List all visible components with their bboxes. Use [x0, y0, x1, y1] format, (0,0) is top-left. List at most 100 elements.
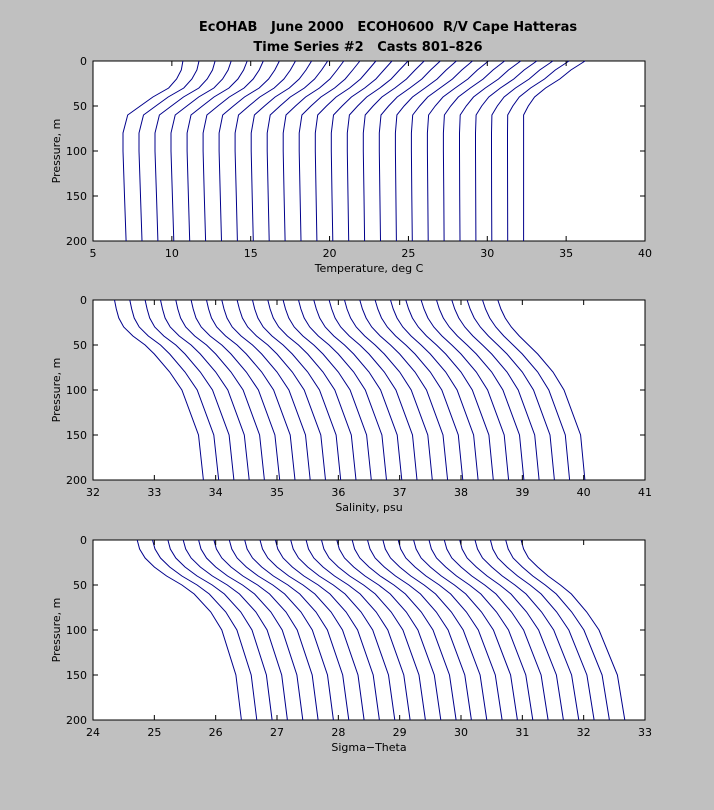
- salinity-x-label: Salinity, psu: [335, 501, 402, 514]
- salinity-profile-20: [405, 299, 494, 481]
- salinity-profile-12: [282, 299, 372, 481]
- salinity-profile-11: [267, 299, 357, 481]
- salinity-ticks: 32 33 34 35 36 37 38 39 40 41 0 50 100 150 200: [66, 294, 652, 499]
- salinity-x-tick-label: 34: [209, 486, 223, 499]
- temperature-profile-19: [410, 60, 473, 242]
- sigma-theta-profile-15: [351, 539, 457, 721]
- salinity-profile-24: [466, 299, 555, 481]
- sigma-theta-x-tick-label: 29: [393, 726, 407, 739]
- sigma-theta-profile-5: [198, 539, 304, 721]
- temperature-y-tick-label: 100: [66, 145, 87, 158]
- sigma-theta-profile-9: [259, 539, 365, 721]
- salinity-profile-18: [374, 299, 464, 481]
- sigma-theta-x-tick-label: 31: [515, 726, 529, 739]
- temperature-profile-4: [170, 60, 232, 242]
- temperature-profile-20: [426, 60, 489, 242]
- salinity-profile-2: [129, 299, 220, 481]
- salinity-x-tick-label: 39: [515, 486, 529, 499]
- sigma-theta-profile-13: [321, 539, 426, 721]
- salinity-profile-7: [206, 299, 296, 481]
- temperature-profile-17: [378, 60, 441, 242]
- salinity-x-tick-label: 33: [147, 486, 161, 499]
- sigma-theta-profile-16: [367, 539, 472, 721]
- sigma-theta-panel: 24 25 26 27 28 29 30 31 32 33 0 50 100 150 200 Sigma−T…: [50, 534, 652, 754]
- temperature-profile-2: [138, 60, 200, 242]
- salinity-y-tick-label: 200: [66, 474, 87, 487]
- temperature-profile-15: [346, 60, 409, 242]
- temperature-profile-1: [122, 60, 184, 242]
- salinity-profile-13: [298, 299, 387, 481]
- salinity-profiles: [114, 299, 586, 481]
- sigma-theta-profile-17: [382, 539, 488, 721]
- salinity-y-tick-label: 0: [80, 294, 87, 307]
- sigma-theta-x-tick-label: 28: [331, 726, 345, 739]
- temperature-x-label: Temperature, deg C: [314, 262, 424, 275]
- sigma-theta-profile-25: [505, 539, 610, 721]
- sigma-theta-axes: [92, 539, 646, 721]
- sigma-theta-profiles: [136, 539, 626, 721]
- sigma-theta-y-tick-label: 0: [80, 534, 87, 547]
- temperature-profile-9: [250, 60, 313, 242]
- temperature-y-tick-label: 50: [73, 100, 87, 113]
- salinity-x-tick-label: 38: [454, 486, 468, 499]
- temperature-x-tick-label: 40: [638, 247, 652, 260]
- temperature-axes: [92, 60, 646, 242]
- sigma-theta-profile-1: [136, 539, 242, 721]
- salinity-x-tick-label: 35: [270, 486, 284, 499]
- salinity-y-tick-label: 100: [66, 384, 87, 397]
- salinity-profile-25: [482, 299, 571, 481]
- temperature-x-tick-label: 10: [165, 247, 179, 260]
- salinity-x-tick-label: 41: [638, 486, 652, 499]
- sigma-theta-x-tick-label: 24: [86, 726, 100, 739]
- salinity-profile-21: [420, 299, 510, 481]
- salinity-axes: [92, 299, 646, 481]
- sigma-theta-profile-24: [489, 539, 595, 721]
- sigma-theta-y-tick-label: 100: [66, 624, 87, 637]
- sigma-theta-profile-11: [290, 539, 396, 721]
- temperature-profile-13: [314, 60, 377, 242]
- salinity-profile-1: [114, 299, 204, 481]
- sigma-theta-profile-14: [336, 539, 442, 721]
- sigma-theta-y-tick-label: 50: [73, 579, 87, 592]
- temperature-x-tick-label: 20: [323, 247, 337, 260]
- sigma-theta-profile-12: [305, 539, 411, 721]
- temperature-profile-11: [282, 60, 345, 242]
- salinity-y-tick-label: 150: [66, 429, 87, 442]
- temperature-profile-22: [459, 60, 521, 242]
- temperature-x-tick-label: 30: [480, 247, 494, 260]
- sigma-theta-x-tick-label: 32: [577, 726, 591, 739]
- temperature-profile-26: [523, 60, 586, 241]
- salinity-profile-26: [497, 299, 586, 481]
- sigma-theta-x-tick-label: 26: [209, 726, 223, 739]
- temperature-x-tick-label: 35: [559, 247, 573, 260]
- sigma-theta-profile-22: [459, 539, 564, 721]
- salinity-profile-15: [328, 299, 418, 481]
- temperature-profile-7: [218, 60, 280, 242]
- salinity-profile-16: [344, 299, 433, 481]
- temperature-profile-14: [330, 60, 393, 242]
- sigma-theta-profile-23: [474, 539, 580, 721]
- temperature-profile-12: [298, 60, 361, 242]
- temperature-y-tick-label: 200: [66, 235, 87, 248]
- sigma-theta-profile-8: [244, 539, 350, 721]
- sigma-theta-y-label: Pressure, m: [50, 598, 63, 663]
- salinity-x-tick-label: 32: [86, 486, 100, 499]
- sigma-theta-profile-6: [213, 539, 319, 721]
- temperature-x-tick-label: 5: [90, 247, 97, 260]
- temperature-profile-25: [507, 60, 570, 242]
- sigma-theta-profile-10: [274, 539, 380, 721]
- temperature-profile-18: [394, 60, 457, 242]
- salinity-x-tick-label: 40: [577, 486, 591, 499]
- sigma-theta-profile-19: [413, 539, 518, 721]
- temperature-profile-16: [362, 60, 425, 242]
- sigma-theta-profile-20: [428, 539, 534, 721]
- figure-title-line2: Time Series #2 Casts 801–826: [253, 40, 482, 55]
- sigma-theta-x-tick-label: 25: [147, 726, 161, 739]
- sigma-theta-x-tick-label: 27: [270, 726, 284, 739]
- temperature-profile-3: [154, 60, 216, 242]
- salinity-x-tick-label: 37: [393, 486, 407, 499]
- temperature-profile-21: [442, 60, 505, 242]
- salinity-profile-19: [390, 299, 479, 481]
- salinity-profile-4: [160, 299, 250, 481]
